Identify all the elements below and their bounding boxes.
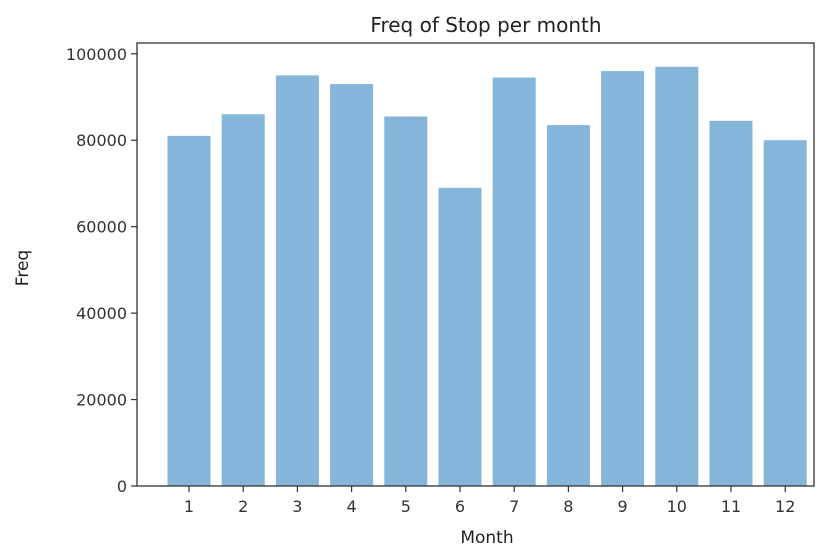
bar-month-3 <box>275 75 319 487</box>
bar-month-1 <box>167 135 211 486</box>
x-tick-label: 4 <box>347 497 357 516</box>
bar-month-7 <box>492 77 536 486</box>
y-tick-label: 20000 <box>76 391 127 410</box>
x-tick-label: 8 <box>563 497 573 516</box>
plot-frame <box>136 42 815 487</box>
x-axis-title: Month <box>460 528 513 548</box>
y-tick-label: 40000 <box>76 304 127 323</box>
bar-month-8 <box>546 125 590 486</box>
bar-month-2 <box>221 114 265 487</box>
x-tick-label: 11 <box>721 497 741 516</box>
x-tick-label: 7 <box>509 497 519 516</box>
bars-group <box>167 66 807 487</box>
y-tick-label: 100000 <box>66 45 127 64</box>
x-tick-label: 6 <box>455 497 465 516</box>
bar-month-12 <box>763 140 807 486</box>
x-tick-label: 10 <box>667 497 687 516</box>
bar-month-5 <box>384 116 428 486</box>
y-tick-label: 60000 <box>76 218 127 237</box>
x-tick-label: 3 <box>292 497 302 516</box>
y-tick-label: 80000 <box>76 131 127 150</box>
y-tick-label: 0 <box>117 477 127 496</box>
y-axis-title: Freq <box>13 250 33 286</box>
x-tick-label: 1 <box>184 497 194 516</box>
bar-month-9 <box>601 71 645 486</box>
bar-month-4 <box>330 84 374 486</box>
bar-month-6 <box>438 187 482 487</box>
x-axis-ticks: 1 2 3 4 5 6 7 8 9 10 11 12 <box>184 486 795 516</box>
x-tick-label: 9 <box>618 497 628 516</box>
x-tick-label: 2 <box>238 497 248 516</box>
y-axis-ticks: 0 20000 40000 60000 80000 100000 <box>66 45 137 496</box>
x-tick-label: 5 <box>401 497 411 516</box>
bar-month-11 <box>709 120 753 487</box>
chart-title: Freq of Stop per month <box>370 13 601 37</box>
bar-month-10 <box>655 66 699 487</box>
x-tick-label: 12 <box>775 497 795 516</box>
